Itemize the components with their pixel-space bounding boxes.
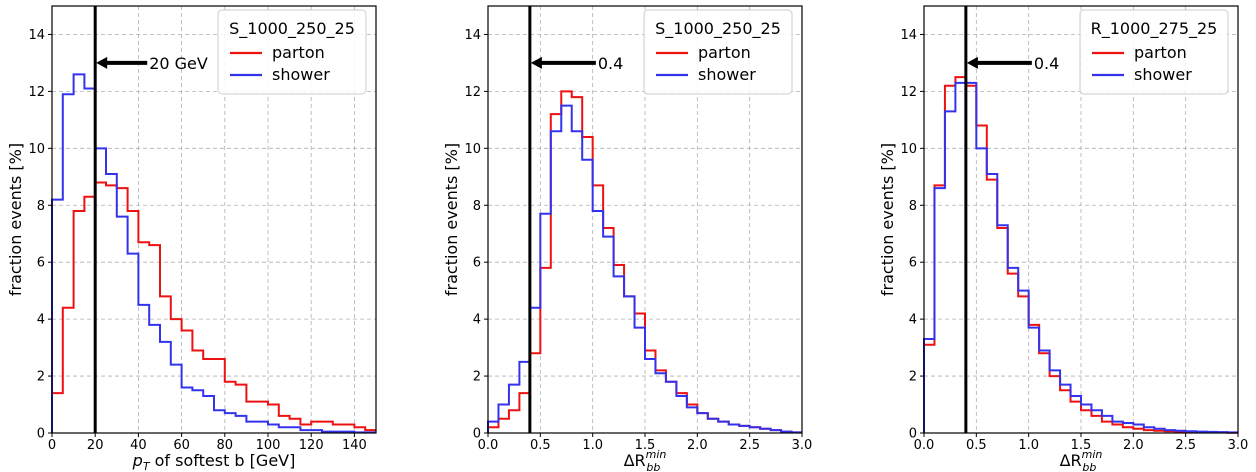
x-tick-label: 2.5 <box>1175 438 1196 453</box>
legend-title: S_1000_250_25 <box>229 19 355 39</box>
annotation-arrow-head <box>530 56 542 69</box>
chart-panel-1: 20 GeV 0 20 40 60 80 100 120 140 0 2 4 6 8 10 12 14 fract… <box>6 5 377 472</box>
y-tick-label: 8 <box>909 199 917 214</box>
y-tick-label: 6 <box>473 256 481 271</box>
axes-frame <box>51 5 377 434</box>
x-tick-label: 2.0 <box>1123 438 1144 453</box>
x-tick-label: 1.5 <box>1071 438 1092 453</box>
legend-label-parton: parton <box>698 43 751 62</box>
x-tick-label: 1.0 <box>582 438 603 453</box>
y-tick-label: 0 <box>37 427 45 442</box>
chart-panel-3: 0.4 0.0 0.5 1.0 1.5 2.0 2.5 3.0 0 2 4 6 8 10 12 14 fract… <box>878 5 1249 472</box>
y-tick-label: 12 <box>28 85 45 100</box>
legend-title: S_1000_250_25 <box>655 19 781 39</box>
y-tick-label: 6 <box>37 256 45 271</box>
annotation-label: 0.4 <box>1034 54 1059 73</box>
legend-title: R_1000_275_25 <box>1091 19 1218 39</box>
x-tick-label: 0.5 <box>530 438 551 453</box>
x-tick-label: 120 <box>299 438 324 453</box>
x-tick-label: 3.0 <box>792 438 813 453</box>
x-tick-label: 2.0 <box>687 438 708 453</box>
y-tick-label: 12 <box>464 85 481 100</box>
series-line-shower <box>487 104 802 434</box>
y-tick-label: 14 <box>900 28 917 43</box>
y-tick-label: 4 <box>473 313 481 328</box>
annotation-arrow-head <box>96 56 108 69</box>
y-axis-label: fraction events [%] <box>6 143 25 296</box>
x-tick-label: 2.5 <box>739 438 760 453</box>
y-tick-label: 14 <box>464 28 481 43</box>
y-tick-label: 4 <box>37 313 45 328</box>
series-line-shower <box>923 81 1238 434</box>
y-tick-label: 2 <box>37 370 45 385</box>
x-tick-label: 0.0 <box>478 438 499 453</box>
x-tick-label: 80 <box>217 438 234 453</box>
x-tick-label: 3.0 <box>1228 438 1249 453</box>
x-axis-label: ΔRmin bb <box>624 448 667 472</box>
y-tick-label: 14 <box>28 28 45 43</box>
y-tick-label: 2 <box>909 370 917 385</box>
legend-label-shower: shower <box>698 65 756 84</box>
x-tick-label: 20 <box>87 438 104 453</box>
y-axis-label: fraction events [%] <box>878 143 897 296</box>
y-tick-label: 10 <box>900 142 917 157</box>
y-tick-label: 8 <box>37 199 45 214</box>
chart-panel-2: 0.4 0.0 0.5 1.0 1.5 2.0 2.5 3.0 0 2 4 6 8 10 12 14 fract… <box>442 5 813 472</box>
x-tick-label: 1.0 <box>1018 438 1039 453</box>
y-tick-label: 10 <box>464 142 481 157</box>
x-tick-label: 0.0 <box>914 438 935 453</box>
legend-label-parton: parton <box>272 43 325 62</box>
y-tick-label: 2 <box>473 370 481 385</box>
y-tick-label: 10 <box>28 142 45 157</box>
x-tick-label: 100 <box>256 438 281 453</box>
x-axis-label: pT of softest b [GeV] <box>132 451 296 472</box>
x-tick-label: 40 <box>130 438 147 453</box>
y-tick-label: 8 <box>473 199 481 214</box>
y-tick-label: 4 <box>909 313 917 328</box>
y-tick-label: 0 <box>909 427 917 442</box>
series-line-parton <box>51 181 376 433</box>
series-line-shower <box>51 73 376 434</box>
x-tick-label: 140 <box>342 438 367 453</box>
y-axis-label: fraction events [%] <box>442 143 461 296</box>
legend-box <box>643 9 793 95</box>
legend-label-parton: parton <box>1134 43 1187 62</box>
legend-box <box>217 9 367 95</box>
x-tick-label: 1.5 <box>635 438 656 453</box>
annotation-label: 20 GeV <box>149 54 208 73</box>
y-tick-label: 12 <box>900 85 917 100</box>
x-tick-label: 60 <box>173 438 190 453</box>
x-axis-label: ΔRmin bb <box>1060 448 1103 472</box>
y-tick-label: 0 <box>473 427 481 442</box>
annotation-label: 0.4 <box>598 54 623 73</box>
legend-label-shower: shower <box>272 65 330 84</box>
annotation-arrow-head <box>966 56 978 69</box>
legend-box <box>1079 9 1229 95</box>
legend-label-shower: shower <box>1134 65 1192 84</box>
x-tick-label: 0.5 <box>966 438 987 453</box>
y-tick-label: 6 <box>909 256 917 271</box>
x-tick-label: 0 <box>48 438 56 453</box>
